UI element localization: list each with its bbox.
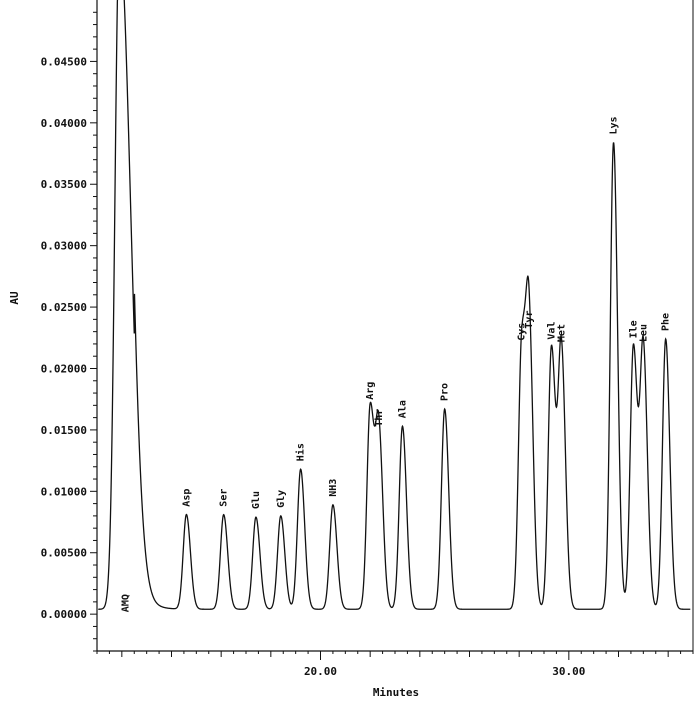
ticks: 0.00000 0.00500 0.01000 0.01500 0.02000 0.025… [41, 11, 694, 678]
y-tick-label: 0.01000 [41, 485, 87, 498]
x-tick-label: 20.00 [304, 665, 337, 678]
y-tick-label: 0.03500 [41, 178, 87, 191]
peak-label-his: His [295, 443, 307, 461]
peak-label-lys: Lys [609, 116, 620, 134]
x-axis-title: Minutes [373, 686, 419, 699]
peak-label-gly: Gly [276, 490, 287, 508]
peak-label-cys: Cys [517, 323, 528, 341]
peak-label-leu: Leu [638, 324, 649, 342]
y-tick-label: 0.00500 [41, 547, 87, 560]
y-axis-title: AU [8, 291, 21, 305]
y-tick-label: 0.03000 [41, 240, 87, 253]
y-tick-label: 0.00000 [41, 608, 87, 621]
peak-label-met: Met [556, 324, 567, 342]
peak-label-thr: Thr [374, 409, 385, 427]
peak-label-tyr: Tyr [524, 311, 535, 329]
peak-label-glu: Glu [251, 491, 262, 509]
x-tick-label: 30.00 [552, 665, 585, 678]
peak-label-ala: Ala [398, 400, 409, 418]
peak-label-phe: Phe [661, 313, 672, 331]
y-tick-label: 0.02500 [41, 301, 87, 314]
peak-label-arg: Arg [365, 382, 376, 400]
peak-label-val: Val [547, 322, 558, 340]
peak-label-asp: Asp [181, 489, 192, 507]
peak-label-ser: Ser [219, 489, 230, 507]
y-tick-label: 0.04000 [41, 117, 87, 130]
y-tick-label: 0.02000 [41, 362, 87, 375]
peak-label-nh3: NH3 [328, 479, 339, 497]
peak-label-pro: Pro [440, 383, 451, 401]
chromatogram-trace [98, 0, 691, 610]
axes [96, 0, 694, 652]
y-tick-label: 0.04500 [41, 55, 87, 68]
peak-label-ile: Ile [628, 320, 639, 338]
peak-label-amq: AMQ [120, 594, 131, 612]
y-tick-label: 0.01500 [41, 424, 87, 437]
